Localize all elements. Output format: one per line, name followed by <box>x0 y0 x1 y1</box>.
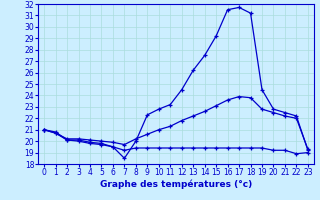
X-axis label: Graphe des températures (°c): Graphe des températures (°c) <box>100 180 252 189</box>
